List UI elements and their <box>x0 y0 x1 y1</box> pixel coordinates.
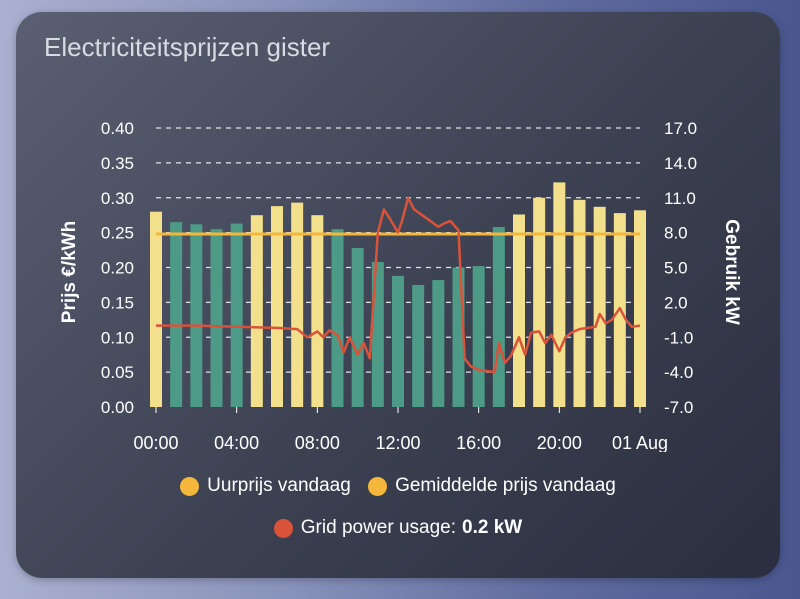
y2-tick-label: -1.0 <box>664 328 693 347</box>
price-bar <box>432 280 445 407</box>
price-chart: 0.00 0.05 0.10 0.15 0.20 0.25 0.30 0.35 0.40 -7.… <box>59 119 742 452</box>
hourly-price-dot-icon <box>180 476 200 496</box>
card-title: Electriciteitsprijzen gister <box>44 32 331 62</box>
y2-tick-label: 8.0 <box>664 224 688 243</box>
y2-tick-label: 17.0 <box>664 119 697 138</box>
legend-row-1: Uurprijs vandaag Gemiddelde prijs vandaa… <box>16 475 780 502</box>
y2-tick-label: 11.0 <box>664 189 696 208</box>
y-tick-label: 0.30 <box>101 189 134 208</box>
price-bar <box>230 223 243 407</box>
price-bar <box>190 224 203 407</box>
x-tick-label: 16:00 <box>456 433 501 452</box>
legend-label: Gemiddelde prijs vandaag <box>395 475 616 496</box>
price-bar <box>533 197 546 407</box>
right-axis-ticks: -7.0 -4.0 -1.0 2.0 5.0 8.0 11.0 14.0 17.0 <box>664 119 697 417</box>
y-tick-label: 0.10 <box>101 328 134 347</box>
average-price-dot-icon <box>368 476 388 496</box>
price-bar <box>634 210 646 407</box>
right-axis-title: Gebruik kW <box>721 219 742 325</box>
y-tick-label: 0.00 <box>101 398 134 417</box>
left-axis-ticks: 0.00 0.05 0.10 0.15 0.20 0.25 0.30 0.35 0.40 <box>101 119 134 417</box>
x-tick-label: 20:00 <box>537 433 582 452</box>
price-bar <box>271 206 283 407</box>
price-card: Electriciteitsprijzen gister 0.00 0.05 0.1… <box>16 12 780 578</box>
left-axis-title: Prijs €/kWh <box>59 221 80 323</box>
price-bar <box>573 199 586 407</box>
legend-item-grid-power[interactable]: Grid power usage: 0.2 kW <box>273 517 523 539</box>
legend-row-2: Grid power usage: 0.2 kW <box>16 517 780 544</box>
y-tick-label: 0.05 <box>101 363 134 382</box>
legend-label: Uurprijs vandaag <box>207 475 351 496</box>
y-tick-label: 0.35 <box>101 154 134 173</box>
grid-power-line <box>156 196 641 374</box>
price-bar <box>593 206 606 407</box>
price-bar <box>513 214 525 407</box>
y-tick-label: 0.25 <box>101 224 134 243</box>
price-bar <box>210 229 223 407</box>
y2-tick-label: -7.0 <box>664 398 693 417</box>
x-axis-ticks: 00:00 04:00 08:00 12:00 16:00 20:00 01 Aug <box>133 407 668 452</box>
y2-tick-label: -4.0 <box>664 363 693 382</box>
x-tick-label: 04:00 <box>214 433 259 452</box>
y2-tick-label: 14.0 <box>664 154 697 173</box>
x-tick-label: 00:00 <box>133 433 178 452</box>
y2-tick-label: 5.0 <box>664 259 688 278</box>
x-tick-label: 12:00 <box>375 433 420 452</box>
x-tick-label: 01 Aug <box>612 433 668 452</box>
x-tick-label: 08:00 <box>295 433 340 452</box>
price-bar <box>412 284 425 407</box>
price-bar <box>472 266 485 407</box>
price-bars <box>150 182 646 407</box>
y-tick-label: 0.40 <box>101 119 134 138</box>
y-tick-label: 0.15 <box>101 293 134 312</box>
price-bar <box>553 182 566 407</box>
price-bar <box>311 215 324 407</box>
price-bar <box>492 227 505 407</box>
grid-power-value: 0.2 kW <box>462 517 523 538</box>
price-bar <box>291 202 304 407</box>
legend-item-hourly-price[interactable]: Uurprijs vandaag <box>180 475 351 497</box>
price-bar <box>331 229 344 407</box>
price-bar <box>250 215 263 407</box>
price-bar <box>392 275 404 407</box>
legend-label: Grid power usage: <box>300 517 457 538</box>
y-tick-label: 0.20 <box>101 259 134 278</box>
price-bar <box>351 247 364 407</box>
price-bar <box>170 222 183 407</box>
y2-tick-label: 2.0 <box>664 293 688 312</box>
grid-power-series <box>156 196 641 374</box>
legend-item-average-price[interactable]: Gemiddelde prijs vandaag <box>368 475 616 497</box>
price-bar <box>150 211 162 407</box>
grid-power-dot-icon <box>273 518 293 538</box>
